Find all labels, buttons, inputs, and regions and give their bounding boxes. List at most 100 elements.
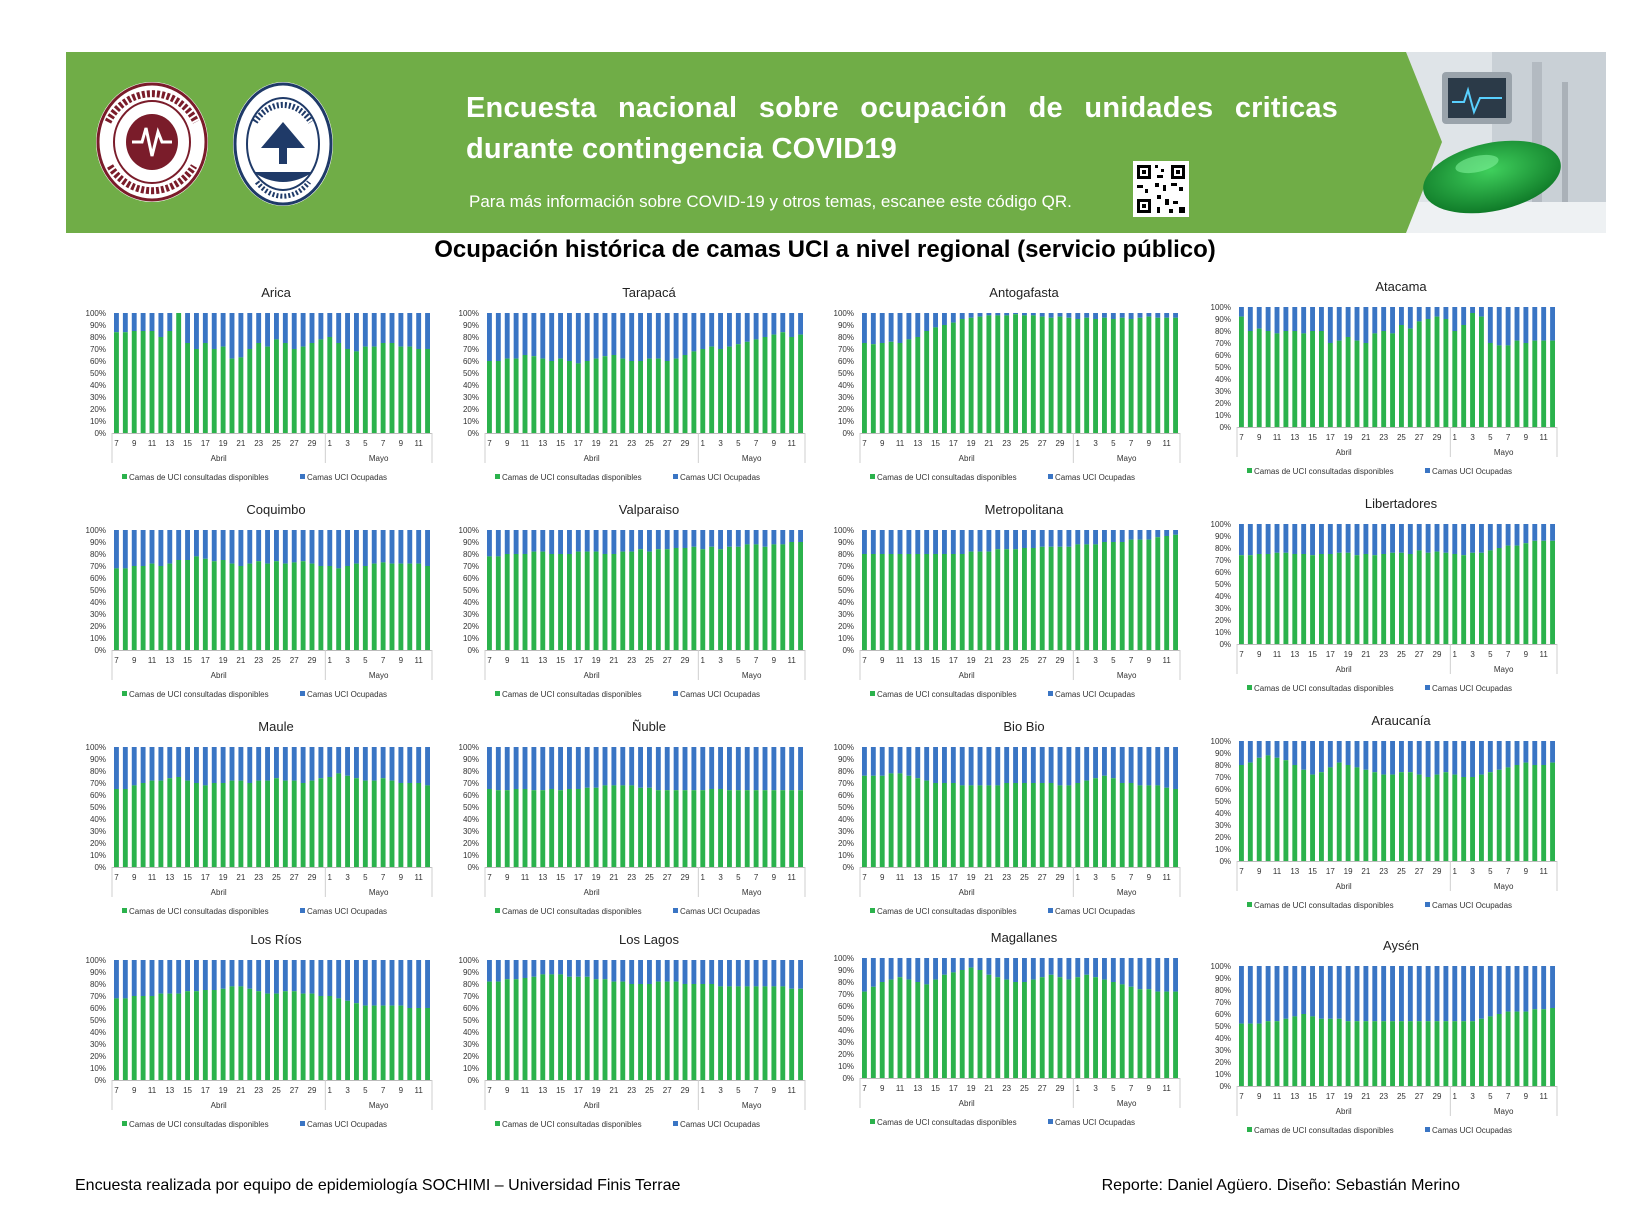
bar-available	[1030, 548, 1036, 650]
legend-label-available: Camas de UCI consultadas disponibles	[877, 473, 1017, 482]
bar-available	[1487, 772, 1493, 861]
bar-available	[1416, 321, 1422, 427]
bar-available	[879, 343, 885, 433]
bar-available	[416, 1008, 422, 1080]
bar-available	[1256, 328, 1262, 427]
bar-occupied	[744, 747, 750, 791]
bar-available	[1247, 555, 1253, 644]
y-tick-label: 90%	[838, 538, 854, 547]
month-label: Mayo	[742, 671, 762, 680]
bar-occupied	[282, 960, 288, 992]
x-tick-label: 13	[538, 439, 547, 448]
x-tick-label: 19	[967, 656, 976, 665]
bar-occupied	[753, 530, 759, 545]
x-tick-label: 15	[931, 439, 940, 448]
bar-available	[194, 783, 199, 867]
y-tick-label: 100%	[1211, 303, 1231, 312]
bar-available	[1416, 774, 1422, 861]
bar-occupied	[158, 530, 164, 566]
legend-swatch-occupied	[1048, 1119, 1053, 1124]
bar-available	[718, 349, 723, 433]
bar-available	[362, 346, 368, 433]
bar-occupied	[1057, 313, 1063, 317]
qr-code[interactable]	[1133, 161, 1189, 217]
x-tick-label: 3	[1093, 439, 1098, 448]
chart-panel-los-ríos: Los Ríos 100% 90% 80% 70% 60% 50% 40% 30% 20% 10% 0…	[72, 930, 444, 1140]
bar-occupied	[700, 313, 706, 349]
bar-occupied	[664, 313, 670, 361]
bar-occupied	[487, 747, 492, 789]
x-tick-label: 21	[1361, 433, 1370, 442]
bar-occupied	[1443, 741, 1449, 773]
bar-occupied	[593, 313, 599, 359]
month-label: Abril	[1336, 665, 1352, 674]
bar-occupied	[1470, 524, 1475, 553]
bar-available	[718, 549, 723, 650]
bar-available	[1550, 340, 1555, 427]
chart-panel-araucanía: Araucanía 100% 90% 80% 70% 60% 50% 40% 30% 20% 10%…	[1197, 711, 1569, 921]
bar-occupied	[211, 313, 217, 349]
x-tick-label: 11	[788, 439, 797, 448]
x-tick-label: 19	[592, 656, 601, 665]
x-tick-label: 27	[1038, 873, 1047, 882]
bar-available	[1541, 540, 1547, 644]
bar-occupied	[870, 747, 876, 776]
x-tick-label: 27	[663, 873, 672, 882]
y-tick-label: 40%	[838, 598, 854, 607]
bar-available	[202, 990, 208, 1080]
x-tick-label: 9	[399, 873, 404, 882]
legend-label-occupied: Camas UCI Ocupadas	[680, 907, 760, 916]
y-tick-label: 40%	[463, 598, 479, 607]
x-tick-label: 9	[880, 656, 885, 665]
bar-occupied	[959, 747, 965, 786]
bar-available	[247, 563, 253, 650]
x-tick-label: 7	[114, 1086, 119, 1095]
bar-available	[1310, 1016, 1315, 1086]
bar-available	[229, 986, 235, 1080]
bar-occupied	[327, 530, 333, 566]
bar-occupied	[1327, 307, 1333, 343]
bar-available	[1496, 769, 1502, 861]
bar-available	[1004, 549, 1010, 650]
bar-occupied	[602, 960, 608, 980]
bar-available	[1146, 785, 1152, 867]
chart-title: Atacama	[1375, 279, 1427, 294]
bar-occupied	[265, 747, 270, 781]
bar-available	[504, 358, 510, 433]
bar-occupied	[1110, 530, 1116, 542]
bar-available	[897, 977, 903, 1078]
x-tick-label: 7	[381, 873, 386, 882]
x-tick-label: 9	[1147, 656, 1152, 665]
x-tick-label: 13	[1290, 433, 1299, 442]
bar-occupied	[727, 313, 732, 347]
bar-occupied	[1487, 741, 1493, 773]
x-tick-label: 11	[1540, 650, 1549, 659]
bar-available	[1283, 552, 1289, 644]
x-tick-label: 15	[183, 656, 192, 665]
legend-swatch-occupied	[673, 474, 678, 479]
bar-occupied	[584, 747, 590, 788]
x-tick-label: 13	[165, 439, 174, 448]
bar-occupied	[131, 313, 137, 331]
bar-available	[1239, 316, 1244, 427]
bar-occupied	[727, 530, 732, 547]
bar-available	[122, 332, 128, 433]
bar-available	[256, 780, 262, 867]
bar-occupied	[888, 530, 894, 554]
bar-available	[933, 979, 938, 1078]
bar-occupied	[1256, 307, 1262, 329]
bar-occupied	[593, 960, 599, 980]
bar-available	[924, 984, 930, 1078]
bar-available	[1319, 331, 1324, 427]
y-tick-label: 10%	[463, 851, 479, 860]
bar-occupied	[1470, 741, 1475, 777]
bar-available	[1119, 317, 1125, 433]
bar-available	[318, 566, 324, 650]
bar-available	[398, 1005, 404, 1080]
bar-occupied	[1075, 313, 1081, 319]
x-tick-label: 11	[1540, 1092, 1549, 1101]
bar-occupied	[655, 747, 661, 791]
month-label: Mayo	[1117, 671, 1137, 680]
bar-available	[647, 787, 652, 867]
bar-occupied	[336, 313, 342, 343]
